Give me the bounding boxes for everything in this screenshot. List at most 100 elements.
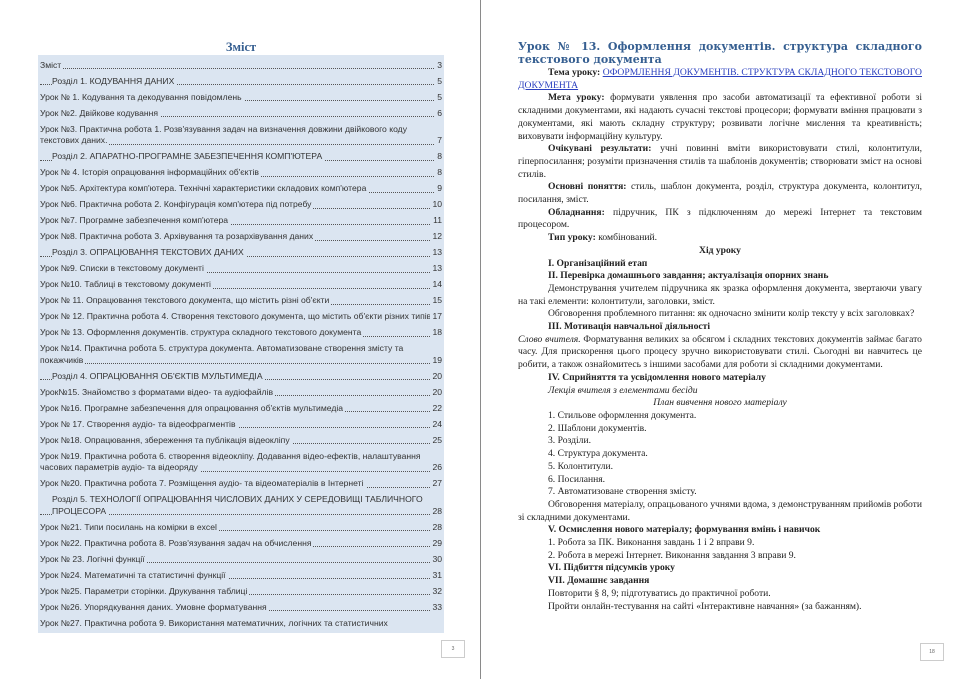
toc-entry[interactable]: Урок №21. Типи посилань на комірки в exc…	[38, 517, 444, 533]
toc-entry-page: 27	[430, 478, 442, 490]
toc-entry-text: Урок №8. Практична робота 3. Архівування…	[40, 231, 316, 241]
toc-entry-text: Урок № 23. Логічні функції	[40, 553, 147, 564]
lesson-type: Тип уроку: комбінований.	[518, 232, 922, 245]
toc-entry[interactable]: Урок №16. Програмне забезпечення для опр…	[38, 398, 444, 414]
toc-entry[interactable]: Урок №20. Практична робота 7. Розміщення…	[38, 474, 444, 490]
toc-entry[interactable]: Зміст 3	[38, 55, 444, 71]
stage-2-paragraph: Обговорення проблемного питання: як одно…	[548, 308, 915, 320]
course-title-text: Хід уроку	[699, 244, 741, 256]
toc-entry-text: Урок №7. Програмне забезпечення комп'юте…	[40, 215, 231, 225]
plan-item: 6. Посилання.	[548, 473, 606, 485]
toc-entry-text: Урок №2. Двійкове кодування	[40, 107, 161, 118]
toc-entry[interactable]: Урок №7. Програмне забезпечення комп'юте…	[38, 211, 444, 227]
toc-entry[interactable]: Урок №3. Практична робота 1. Розв'язуван…	[38, 119, 444, 147]
toc-section-entry[interactable]: Розділ 2. АПАРАТНО-ПРОГРАМНЕ ЗАБЕЗПЕЧЕНН…	[38, 147, 444, 163]
toc-entry-text: Урок №14. Практична робота 5. структура …	[40, 343, 404, 365]
toc-entry[interactable]: Урок № 17. Створення аудіо- та відеофраг…	[38, 414, 444, 430]
toc-section-entry[interactable]: Розділ 3. ОПРАЦЮВАННЯ ТЕКСТОВИХ ДАНИХ 13	[38, 243, 444, 259]
page-divider	[480, 0, 481, 679]
toc-entry-page: 6	[435, 107, 442, 119]
toc-entry[interactable]: Урок №2. Двійкове кодування 6	[38, 103, 444, 119]
plan-item: 2. Шаблони документів.	[548, 422, 647, 434]
toc-entry-text: Урок №3. Практична робота 1. Розв'язуван…	[40, 123, 407, 145]
toc-entry-page: 17	[430, 311, 442, 323]
lesson-equipment: Обладнання: підручник, ПК з підключенням…	[518, 207, 922, 232]
toc-section-entry[interactable]: Розділ 4. ОПРАЦЮВАННЯ ОБ'ЄКТІВ МУЛЬТИМЕД…	[38, 366, 444, 382]
toc-entry-text: Урок №10. Таблиці в текстовому документі	[40, 279, 213, 289]
results-text: учні повинні вміти використовувати стилі…	[518, 143, 922, 180]
toc-entry-text: Урок № 12. Практична робота 4. Створення…	[40, 311, 434, 321]
plan-item: 3. Розділи.	[548, 435, 591, 447]
stage-7-heading: VII. Домашнє завдання	[548, 575, 650, 587]
toc-entry-page: 26	[430, 462, 442, 474]
toc-entry[interactable]: Урок №6. Практична робота 2. Конфігураці…	[38, 195, 444, 211]
plan-item: 7. Автоматизоване створення змісту.	[548, 486, 697, 498]
toc-entry[interactable]: Урок № 1. Кодування та декодування повід…	[38, 87, 444, 103]
stage-2: II. Перевірка домашнього завдання; актуа…	[518, 270, 922, 283]
toc-entry[interactable]: Урок № 12. Практична робота 4. Створення…	[38, 307, 444, 323]
toc-entry-text: Урок №6. Практична робота 2. Конфігураці…	[40, 199, 314, 209]
toc-entry-text: Урок №18. Опрацювання, збереження та пуб…	[40, 434, 292, 445]
toc-entry-text: Урок №26. Упорядкування даних. Умовне фо…	[40, 601, 269, 612]
toc-entry[interactable]: Урок № 11. Опрацювання текстового докуме…	[38, 291, 444, 307]
lesson-concepts: Основні поняття: стиль, шаблон документа…	[518, 181, 922, 206]
toc-entry[interactable]: Урок №27. Практична робота 9. Використан…	[38, 613, 444, 629]
stage-2-heading: II. Перевірка домашнього завдання; актуа…	[548, 270, 829, 282]
toc-entry[interactable]: Урок №22. Практична робота 8. Розв'язува…	[38, 533, 444, 549]
concepts-text: стиль, шаблон документа, розділ, структу…	[518, 181, 923, 206]
toc-entry-page: 28	[430, 505, 442, 517]
lesson-heading: Урок № 13. Оформлення документів. структ…	[518, 40, 922, 66]
stage-3: III. Мотивація навчальної діяльності	[518, 321, 922, 334]
toc-entry-page: 22	[430, 402, 442, 414]
toc-entry-text: Урок № 4. Історія опрацювання інформацій…	[40, 167, 261, 177]
toc-entry[interactable]: Урок№15. Знайомство з форматами відео- т…	[38, 382, 444, 398]
toc-section-entry[interactable]: Розділ 1. КОДУВАННЯ ДАНИХ 5	[38, 71, 444, 87]
toc-entry-text: Урок № 17. Створення аудіо- та відеофраг…	[40, 418, 238, 429]
toc-entry[interactable]: Урок №14. Практична робота 5. структура …	[38, 339, 444, 366]
toc-entry-page: 19	[430, 354, 442, 366]
type-label: Тип уроку:	[548, 232, 596, 244]
topic-link[interactable]: ОФОРМЛЕННЯ ДОКУМЕНТІВ. СТРУКТУРА СКЛАДНО…	[518, 67, 922, 91]
toc-entry[interactable]: Урок №18. Опрацювання, збереження та пуб…	[38, 430, 444, 446]
homework-item: Повторити § 8, 9; підготуватись до практ…	[548, 587, 771, 599]
plan-item: 5. Колонтитули.	[548, 460, 613, 472]
toc-entry[interactable]: Урок №5. Архітектура комп'ютера. Технічн…	[38, 179, 444, 195]
toc-entry[interactable]: Урок №25. Параметри сторінки. Друкування…	[38, 581, 444, 597]
toc-entry-page: 18	[430, 327, 442, 339]
toc-entry[interactable]: Урок № 13. Оформлення документів. структ…	[38, 323, 444, 339]
toc-entry-page: 11	[431, 215, 442, 227]
toc-entry-page: 20	[430, 386, 442, 398]
results-label: Очікувані результати:	[548, 143, 652, 155]
toc-entry[interactable]: Урок № 23. Логічні функції 30	[38, 549, 444, 565]
toc-entry-page: 8	[435, 167, 442, 179]
toc-entry-text: Урок № 13. Оформлення документів. структ…	[40, 327, 364, 337]
toc-entry-text: Урок №20. Практична робота 7. Розміщення…	[40, 478, 366, 488]
stage-1: I. Організаційний етап	[518, 258, 922, 271]
type-text: комбінований.	[595, 232, 658, 244]
toc-entry[interactable]: Урок №10. Таблиці в текстовому документі…	[38, 275, 444, 291]
stage-5-item: 1. Робота за ПК. Виконання завдань 1 і 2…	[548, 537, 755, 549]
equipment-text: підручник, ПК з підключенням до мережі І…	[518, 206, 922, 231]
stage-6-heading: VI. Підбиття підсумків уроку	[548, 562, 675, 574]
toc-entry[interactable]: Урок №19. Практична робота 6. створення …	[38, 446, 444, 474]
toc-section-entry[interactable]: Розділ 5. ТЕХНОЛОГІЇ ОПРАЦЮВАННЯ ЧИСЛОВИ…	[38, 490, 444, 517]
toc-entry-page: 24	[430, 418, 442, 430]
toc-entry[interactable]: Урок №9. Списки в текстовому документі 13	[38, 259, 444, 275]
toc-entry-page: 13	[430, 247, 442, 259]
toc-entry-text: Урок №25. Параметри сторінки. Друкування…	[40, 585, 250, 596]
toc-entry-text: Розділ 1. КОДУВАННЯ ДАНИХ	[52, 75, 177, 86]
toc-entry-text: Розділ 4. ОПРАЦЮВАННЯ ОБ'ЄКТІВ МУЛЬТИМЕД…	[52, 370, 265, 381]
stage-5: V. Осмислення нового матеріалу; формуван…	[518, 524, 922, 537]
toc-entry-page: 8	[435, 151, 442, 163]
plan-title: План вивчення нового матеріалу	[653, 397, 787, 409]
lesson-topic: Тема уроку: ОФОРМЛЕННЯ ДОКУМЕНТІВ. СТРУК…	[518, 67, 922, 92]
toc-entry-page: 25	[430, 434, 442, 446]
toc-entry[interactable]: Урок №26. Упорядкування даних. Умовне фо…	[38, 597, 444, 613]
lecture-note: Лекція вчителя з елементами бесіди	[548, 384, 698, 396]
stage-3-paragraph: Слово вчителя. Форматування великих за о…	[518, 334, 922, 372]
toc-entry[interactable]: Урок №8. Практична робота 3. Архівування…	[38, 227, 444, 243]
lesson-goal: Мета уроку: формувати уявлення про засоб…	[518, 92, 922, 143]
toc-entry[interactable]: Урок №24. Математичні та статистичні фун…	[38, 565, 444, 581]
toc-title: Зміст	[225, 40, 257, 54]
toc-entry[interactable]: Урок № 4. Історія опрацювання інформацій…	[38, 163, 444, 179]
